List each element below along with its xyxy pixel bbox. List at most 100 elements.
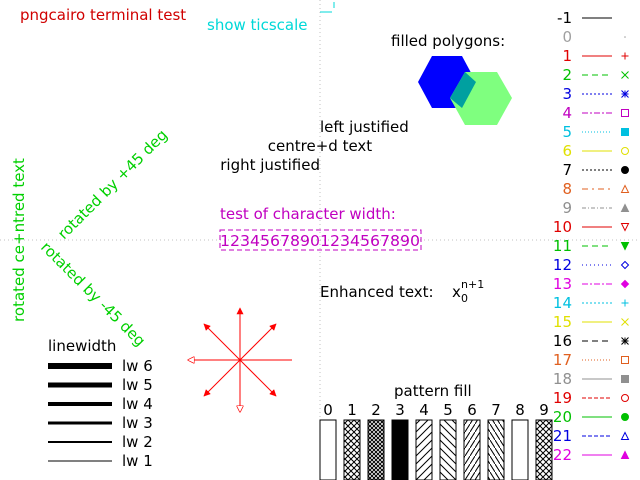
linetype-label: 13 (553, 275, 572, 293)
legend-marker (620, 184, 630, 193)
filled-polygons-label: filled polygons: (391, 32, 505, 50)
legend-marker (624, 36, 626, 38)
linetype-label: 5 (562, 123, 572, 141)
rotated-minus45-text: rotated by -45 deg (37, 238, 149, 350)
linewidth-label: lw 1 (122, 452, 153, 470)
linetype-label: 9 (562, 199, 572, 217)
legend-marker (621, 337, 629, 345)
linewidth-label: lw 5 (122, 376, 153, 394)
legend-marker (621, 394, 629, 402)
enhanced-subscript: 0 (461, 292, 468, 305)
pattern-label: 2 (371, 401, 381, 419)
legend-marker (621, 299, 629, 307)
linetype-label: 17 (553, 351, 572, 369)
pattern-label: 1 (347, 401, 357, 419)
pattern-label: 3 (395, 401, 405, 419)
char-width-sample: 12345678901234567890 (220, 232, 420, 250)
legend-marker (620, 450, 630, 459)
linetype-label: 4 (562, 104, 572, 122)
legend-marker (621, 71, 629, 79)
legend-marker (620, 223, 630, 232)
linetype-label: 0 (562, 28, 572, 46)
linewidth-label: lw 4 (122, 395, 153, 413)
arrow-se (239, 359, 277, 397)
enhanced-superscript: n+1 (461, 278, 484, 291)
legend-marker (621, 128, 629, 136)
enhanced-text-label: Enhanced text: (320, 283, 434, 301)
pattern-swatch (535, 419, 553, 480)
pattern-swatch (415, 419, 433, 480)
linewidth-title: linewidth (48, 337, 116, 355)
linetype-label: 18 (553, 370, 572, 388)
arrow-ne (239, 323, 277, 361)
linetype-label: 14 (553, 294, 572, 312)
legend-marker (621, 413, 629, 421)
linewidth-samples: lw 6lw 5lw 4lw 3lw 2lw 1 (48, 357, 153, 470)
legend-marker (621, 52, 629, 60)
arrow-sw (203, 359, 241, 397)
centred-text: centre+d text (268, 137, 373, 155)
legend-marker (621, 356, 629, 364)
pattern-label: 6 (467, 401, 477, 419)
pattern-swatch (487, 419, 505, 480)
legend-marker (620, 242, 630, 251)
linetype-label: 3 (562, 85, 572, 103)
overlap-region (450, 72, 476, 108)
legend-marker (621, 375, 629, 383)
pattern-swatch (391, 419, 409, 480)
legend-marker (620, 260, 630, 270)
linewidth-label: lw 3 (122, 414, 153, 432)
linetype-label: -1 (557, 9, 572, 27)
pattern-swatch (439, 419, 457, 480)
right-justified-text: right justified (220, 156, 320, 174)
pattern-label: 7 (491, 401, 501, 419)
pattern-swatch (511, 419, 529, 480)
pattern-label: 9 (539, 401, 549, 419)
linetype-label: 12 (553, 256, 572, 274)
ticscale-label: show ticscale (207, 16, 307, 34)
char-width-box (219, 229, 422, 251)
linetype-label: 20 (553, 408, 572, 426)
linetype-label: 6 (562, 142, 572, 160)
char-width-label: test of character width: (220, 205, 396, 223)
arrow-star (188, 307, 292, 412)
linetype-label: 11 (553, 237, 572, 255)
linetype-label: 2 (562, 66, 572, 84)
linetype-label: 8 (562, 180, 572, 198)
linetype-label: 15 (553, 313, 572, 331)
pattern-label: 0 (323, 401, 333, 419)
pattern-fill-title: pattern fill (394, 382, 472, 400)
linetype-label: 22 (553, 446, 572, 464)
pattern-swatch (463, 419, 481, 480)
legend-marker (621, 109, 629, 117)
pattern-swatch (367, 419, 385, 480)
linewidth-label: lw 6 (122, 357, 153, 375)
arrow-nw (203, 323, 241, 361)
linetype-label: 16 (553, 332, 572, 350)
left-justified-text: left justified (320, 118, 409, 136)
linetype-label: 19 (553, 389, 572, 407)
pattern-swatch (319, 419, 337, 480)
legend-marker (621, 147, 629, 155)
linetype-label: 10 (553, 218, 572, 236)
pattern-label: 4 (419, 401, 429, 419)
pattern-swatch (343, 419, 361, 480)
pattern-label: 8 (515, 401, 525, 419)
linewidth-label: lw 2 (122, 433, 153, 451)
legend-marker (620, 431, 630, 440)
rotated-plus45-text: rotated by +45 deg (54, 126, 171, 243)
legend-marker (620, 279, 630, 289)
legend-marker (621, 166, 629, 174)
page-title: pngcairo terminal test (20, 6, 186, 24)
legend-marker (620, 203, 630, 212)
enhanced-base: x (452, 283, 461, 301)
linetype-label: 7 (562, 161, 572, 179)
linetype-label: 21 (553, 427, 572, 445)
pattern-label: 5 (443, 401, 453, 419)
linetype-label: 1 (562, 47, 572, 65)
legend-marker (621, 90, 629, 98)
legend-marker (621, 318, 629, 326)
